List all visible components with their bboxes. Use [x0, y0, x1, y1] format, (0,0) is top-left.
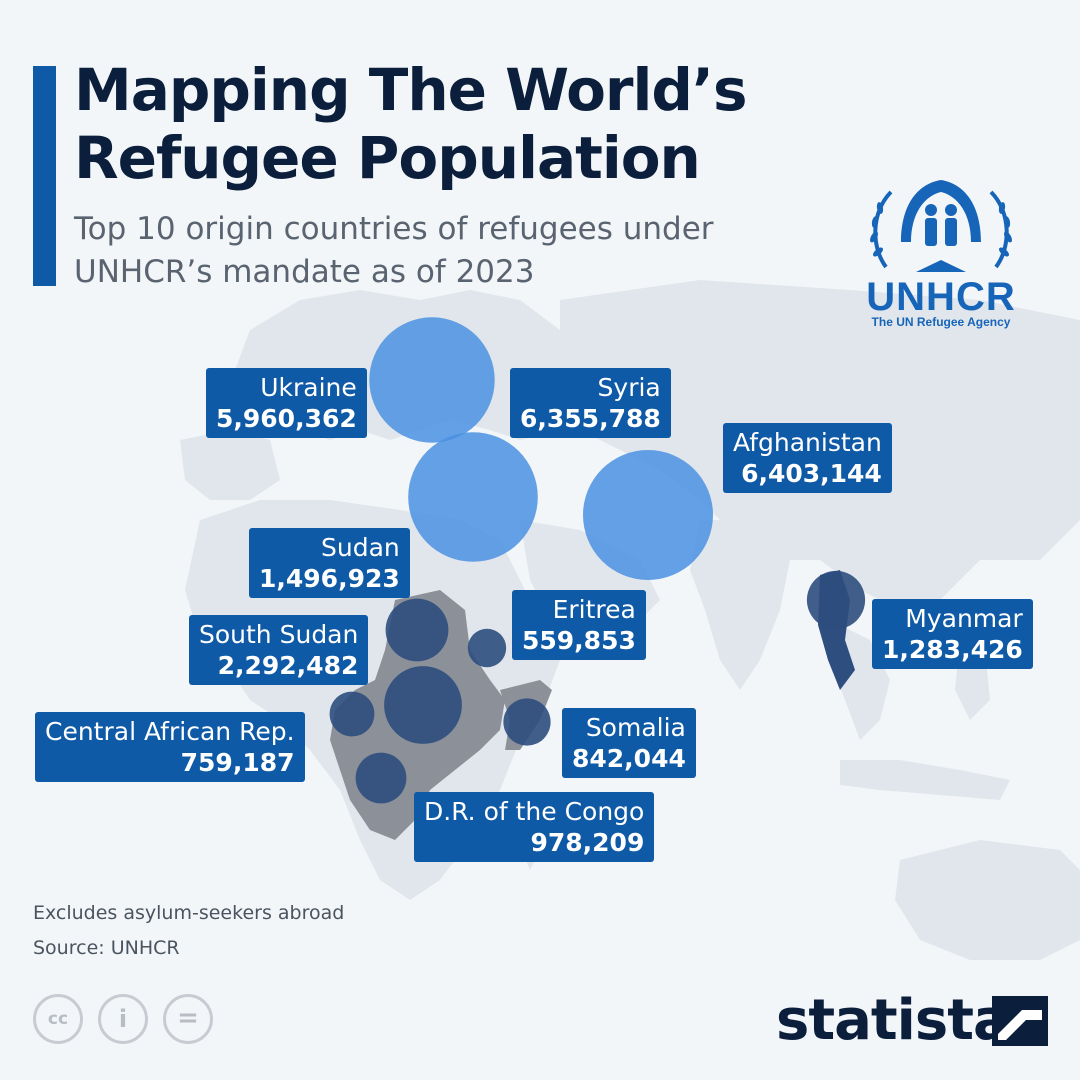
- no-derivatives-icon[interactable]: =: [163, 994, 213, 1044]
- bubble-sudan: [385, 598, 449, 662]
- unhcr-tagline: The UN Refugee Agency: [871, 315, 1011, 329]
- country-name: D.R. of the Congo: [424, 797, 645, 826]
- refugee-count: 978,209: [530, 828, 645, 857]
- unhcr-wordmark: UNHCR: [866, 275, 1016, 319]
- country-name: Syria: [597, 373, 661, 402]
- label-ukraine: Ukraine 5,960,362: [206, 368, 367, 438]
- refugee-count: 5,960,362: [216, 404, 357, 433]
- refugee-count: 6,355,788: [520, 404, 661, 433]
- refugee-count: 759,187: [180, 748, 295, 777]
- label-syria: Syria 6,355,788: [510, 368, 671, 438]
- unhcr-emblem-icon: [870, 180, 1012, 272]
- refugee-count: 6,403,144: [741, 459, 882, 488]
- unhcr-logo: UNHCR The UN Refugee Agency: [856, 172, 1026, 337]
- bubble-eritrea: [467, 628, 507, 668]
- bubble-south-sudan: [384, 666, 462, 744]
- japan-landmass: [1010, 470, 1040, 540]
- attribution-icon[interactable]: i: [98, 994, 148, 1044]
- bubble-somalia: [503, 698, 551, 746]
- label-afghanistan: Afghanistan 6,403,144: [723, 423, 892, 493]
- bubble-myanmar: [806, 570, 866, 630]
- country-name: Afghanistan: [733, 428, 882, 457]
- refugee-count: 1,496,923: [259, 564, 400, 593]
- title-accent-bar: [33, 66, 56, 286]
- bubble-central-african-rep: [329, 691, 375, 737]
- source-line: Source: UNHCR: [33, 937, 180, 959]
- country-name: South Sudan: [199, 620, 359, 649]
- bubble-ukraine: [369, 317, 495, 443]
- refugee-count: 2,292,482: [217, 651, 359, 680]
- australia-landmass: [895, 840, 1080, 960]
- footnote: Excludes asylum-seekers abroad: [33, 902, 345, 924]
- label-sudan: Sudan 1,496,923: [249, 528, 410, 598]
- label-dr-congo: D.R. of the Congo 978,209: [414, 792, 655, 862]
- india-landmass: [690, 520, 790, 690]
- indonesia-landmass: [840, 760, 1010, 800]
- country-name: Central African Rep.: [45, 717, 295, 746]
- label-somalia: Somalia 842,044: [562, 708, 696, 778]
- refugee-count: 559,853: [522, 626, 636, 655]
- iberia-landmass: [180, 430, 280, 500]
- bubble-d-r-of-the-congo: [355, 752, 407, 804]
- country-name: Eritrea: [552, 595, 636, 624]
- country-name: Myanmar: [905, 604, 1023, 633]
- cc-icon[interactable]: cc: [33, 994, 83, 1044]
- page-subtitle: Top 10 origin countries of refugees unde…: [74, 211, 714, 290]
- refugee-count: 842,044: [572, 744, 686, 773]
- label-myanmar: Myanmar 1,283,426: [872, 599, 1033, 669]
- label-central-african-rep: Central African Rep. 759,187: [35, 712, 305, 782]
- statista-logo-icon: [992, 996, 1048, 1046]
- statista-wordmark: statista: [776, 988, 1011, 1053]
- label-eritrea: Eritrea 559,853: [512, 590, 646, 660]
- bubbles-layer: [329, 317, 866, 804]
- country-name: Somalia: [585, 713, 686, 742]
- bubble-afghanistan: [583, 450, 713, 580]
- country-name: Ukraine: [260, 373, 357, 402]
- country-name: Sudan: [321, 533, 400, 562]
- page-title: Mapping The World’s Refugee Population: [74, 56, 747, 192]
- label-south-sudan: South Sudan 2,292,482: [189, 615, 369, 685]
- bubble-syria: [408, 432, 538, 562]
- refugee-count: 1,283,426: [882, 635, 1023, 664]
